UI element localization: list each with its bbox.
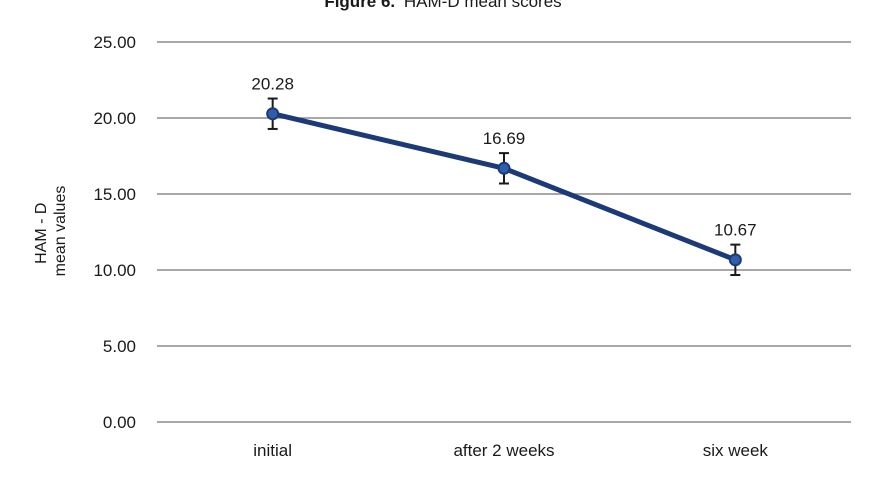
y-axis-title-line2: mean values — [52, 186, 69, 277]
figure-title-prefix: Figure 6. — [324, 0, 395, 11]
y-tick-label: 20.00 — [93, 109, 136, 128]
x-axis-category-labels: initial after 2 weeks six week — [253, 441, 768, 460]
figure-title: Figure 6. HAM-D mean scores — [324, 0, 561, 11]
data-point — [497, 161, 511, 175]
y-axis-title-line1: HAM - D — [33, 203, 50, 264]
x-category-label: initial — [253, 441, 292, 460]
error-bars — [267, 97, 741, 277]
y-tick-label: 0.00 — [103, 413, 136, 432]
y-tick-label: 15.00 — [93, 185, 136, 204]
y-tick-label: 10.00 — [93, 261, 136, 280]
figure-title-text: HAM-D mean scores — [404, 0, 562, 11]
data-point — [266, 107, 280, 121]
series-points — [266, 107, 742, 267]
x-category-label: six week — [703, 441, 769, 460]
y-tick-label: 25.00 — [93, 33, 136, 52]
data-point — [728, 253, 742, 267]
data-label: 20.28 — [251, 75, 294, 94]
y-tick-label: 5.00 — [103, 337, 136, 356]
data-label: 10.67 — [714, 221, 757, 240]
y-axis-tick-labels: 0.00 5.00 10.00 15.00 20.00 25.00 — [93, 33, 136, 432]
x-category-label: after 2 weeks — [453, 441, 554, 460]
data-label: 16.69 — [483, 129, 526, 148]
y-axis-title: HAM - D mean values — [33, 186, 69, 277]
data-labels: 20.28 16.69 10.67 — [251, 75, 756, 240]
